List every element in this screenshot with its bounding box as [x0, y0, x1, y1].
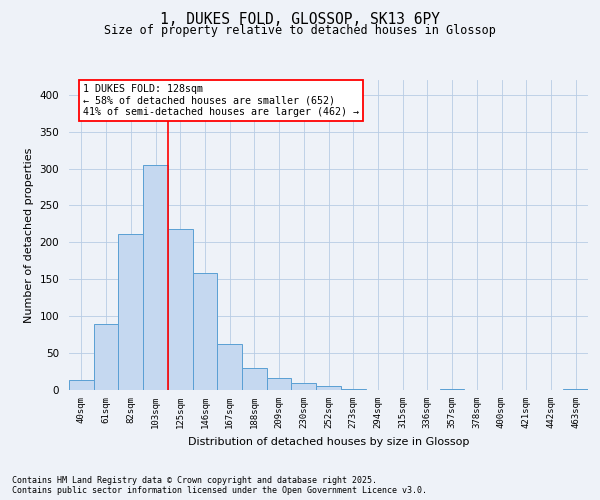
Text: Contains HM Land Registry data © Crown copyright and database right 2025.
Contai: Contains HM Land Registry data © Crown c…: [12, 476, 427, 495]
Bar: [193, 274, 217, 390]
Bar: [267, 378, 292, 390]
Text: 1 DUKES FOLD: 128sqm
← 58% of detached houses are smaller (652)
41% of semi-deta: 1 DUKES FOLD: 128sqm ← 58% of detached h…: [83, 84, 359, 117]
Bar: [168, 229, 193, 390]
X-axis label: Distribution of detached houses by size in Glossop: Distribution of detached houses by size …: [188, 437, 469, 447]
Bar: [94, 324, 118, 390]
Y-axis label: Number of detached properties: Number of detached properties: [24, 148, 34, 322]
Bar: [118, 234, 143, 390]
Bar: [563, 388, 588, 390]
Bar: [217, 344, 242, 390]
Bar: [316, 386, 341, 390]
Bar: [69, 380, 94, 390]
Text: Size of property relative to detached houses in Glossop: Size of property relative to detached ho…: [104, 24, 496, 37]
Text: 1, DUKES FOLD, GLOSSOP, SK13 6PY: 1, DUKES FOLD, GLOSSOP, SK13 6PY: [160, 12, 440, 28]
Bar: [143, 165, 168, 390]
Bar: [341, 388, 365, 390]
Bar: [292, 384, 316, 390]
Bar: [242, 368, 267, 390]
